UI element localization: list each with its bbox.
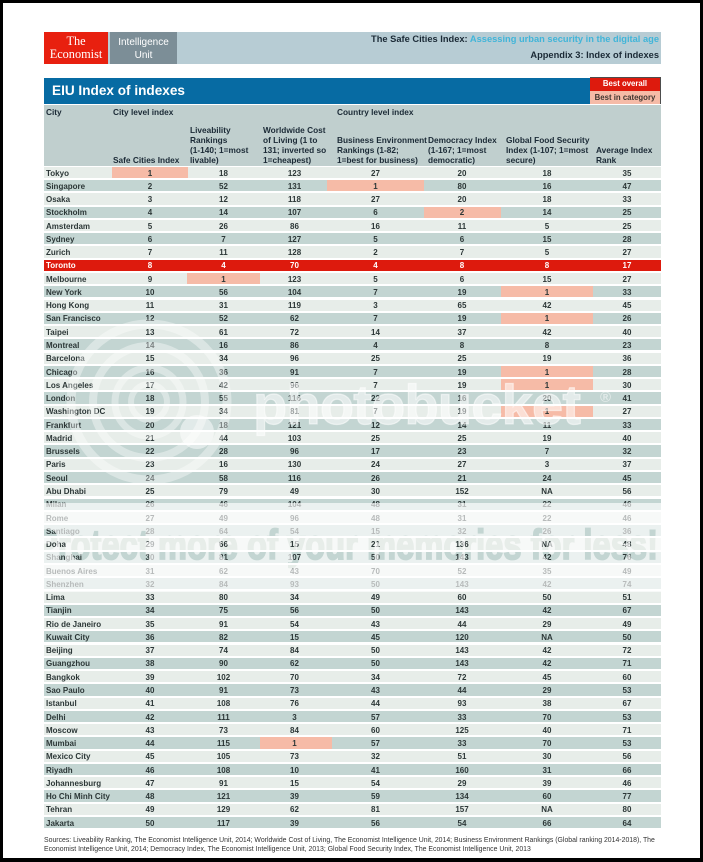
svg-text:photobucket: photobucket <box>253 373 580 436</box>
svg-text:®: ® <box>600 389 611 406</box>
